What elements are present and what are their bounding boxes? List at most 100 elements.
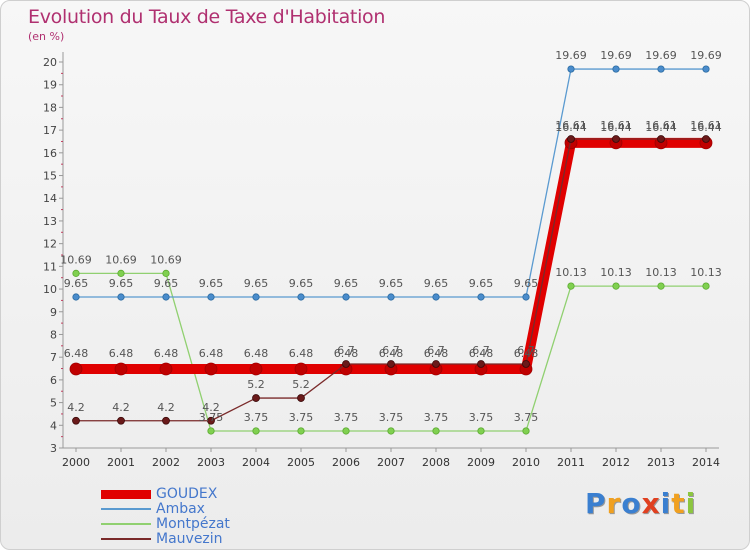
data-point-montpzat [477,427,485,435]
data-label-ambax: 9.65 [289,277,314,290]
logo-letter: t [671,487,686,520]
data-point-mauvezin [612,135,620,143]
data-point-mauvezin [387,360,395,368]
data-point-montpzat [432,427,440,435]
x-tick-label: 2012 [602,456,630,469]
data-point-goudex [114,362,128,376]
y-tick-label: 18 [43,101,57,114]
data-label-mauvezin: 6.7 [472,344,490,357]
data-label-mauvezin: 16.61 [645,119,677,132]
data-label-mauvezin: 4.2 [202,401,220,414]
data-point-goudex [249,362,263,376]
x-tick-label: 2007 [377,456,405,469]
data-point-ambax [252,293,260,301]
data-label-goudex: 6.48 [469,347,494,360]
logo-letter: i [660,487,672,520]
data-label-mauvezin: 16.61 [555,119,587,132]
data-point-montpzat [297,427,305,435]
y-tick-label: 10 [43,283,57,296]
data-point-montpzat [72,269,80,277]
y-tick-label: 15 [43,170,57,183]
data-point-ambax [207,293,215,301]
y-tick-label: 6 [50,374,57,387]
data-point-ambax [432,293,440,301]
data-label-montpzat: 10.69 [150,253,182,266]
data-point-mauvezin [117,416,125,425]
data-label-ambax: 19.69 [600,49,632,62]
data-label-mauvezin: 4.2 [67,401,85,414]
x-tick-label: 2010 [512,456,540,469]
data-point-ambax [657,65,665,73]
logo-letter: o [621,487,642,520]
data-label-montpzat: 10.69 [105,253,137,266]
x-tick-label: 2003 [197,456,225,469]
y-tick-label: 14 [43,192,57,205]
data-label-goudex: 6.48 [199,347,224,360]
legend-swatch [101,523,151,525]
data-label-goudex: 6.48 [64,347,89,360]
data-label-ambax: 9.65 [379,277,404,290]
data-label-mauvezin: 6.7 [382,344,400,357]
data-label-ambax: 9.65 [334,277,359,290]
data-label-ambax: 9.65 [469,277,494,290]
data-label-ambax: 9.65 [514,277,539,290]
legend-label: GOUDEX [156,486,218,502]
data-label-goudex: 16.44 [645,121,677,134]
data-label-mauvezin: 6.7 [427,344,445,357]
data-label-mauvezin: 16.61 [690,119,722,132]
data-label-mauvezin: 16.61 [600,119,632,132]
legend-label: Ambax [156,501,205,517]
data-point-goudex [294,362,308,376]
y-tick-label: 12 [43,238,57,251]
data-point-goudex [159,362,173,376]
data-point-mauvezin [297,394,305,402]
data-label-ambax: 19.69 [645,49,677,62]
y-tick-label: 20 [43,56,57,69]
data-label-mauvezin: 6.7 [337,344,355,357]
data-point-ambax [72,293,80,301]
data-point-mauvezin [432,360,440,368]
y-tick-label: 19 [43,79,57,92]
data-label-montpzat: 3.75 [469,411,494,424]
data-label-montpzat: 10.13 [600,266,632,279]
data-label-montpzat: 10.69 [60,253,92,266]
data-label-montpzat: 3.75 [334,411,359,424]
data-point-mauvezin [162,416,170,425]
y-tick-label: 11 [43,260,57,273]
data-label-goudex: 6.48 [289,347,314,360]
y-tick-label: 9 [50,306,57,319]
x-tick-label: 2008 [422,456,450,469]
data-point-montpzat [162,269,170,277]
legend-swatch [101,508,151,510]
proxiti-logo: Proxiti [585,487,696,520]
data-point-mauvezin [657,135,665,143]
data-point-montpzat [387,427,395,435]
y-tick-label: 5 [50,397,57,410]
data-label-montpzat: 3.75 [514,411,539,424]
y-tick-label: 8 [50,328,57,341]
data-point-montpzat [522,427,530,435]
data-point-montpzat [612,282,620,290]
chart-subtitle: (en %) [28,30,65,43]
data-point-montpzat [567,282,575,290]
chart-title: Evolution du Taux de Taxe d'Habitation [28,6,386,28]
data-point-montpzat [342,427,350,435]
data-point-mauvezin [702,135,710,143]
x-tick-label: 2004 [242,456,270,469]
data-point-ambax [342,293,350,301]
x-tick-label: 2014 [692,456,720,469]
data-point-mauvezin [207,416,215,425]
data-point-goudex [204,362,218,376]
x-tick-label: 2013 [647,456,675,469]
y-tick-label: 3 [50,442,57,455]
data-point-mauvezin [477,360,485,368]
x-tick-label: 2005 [287,456,315,469]
data-point-ambax [612,65,620,73]
legend-swatch [101,538,151,540]
data-label-montpzat: 3.75 [289,411,314,424]
data-label-goudex: 6.48 [244,347,269,360]
legend-label: Montpézat [156,516,230,532]
data-point-mauvezin [252,394,260,402]
